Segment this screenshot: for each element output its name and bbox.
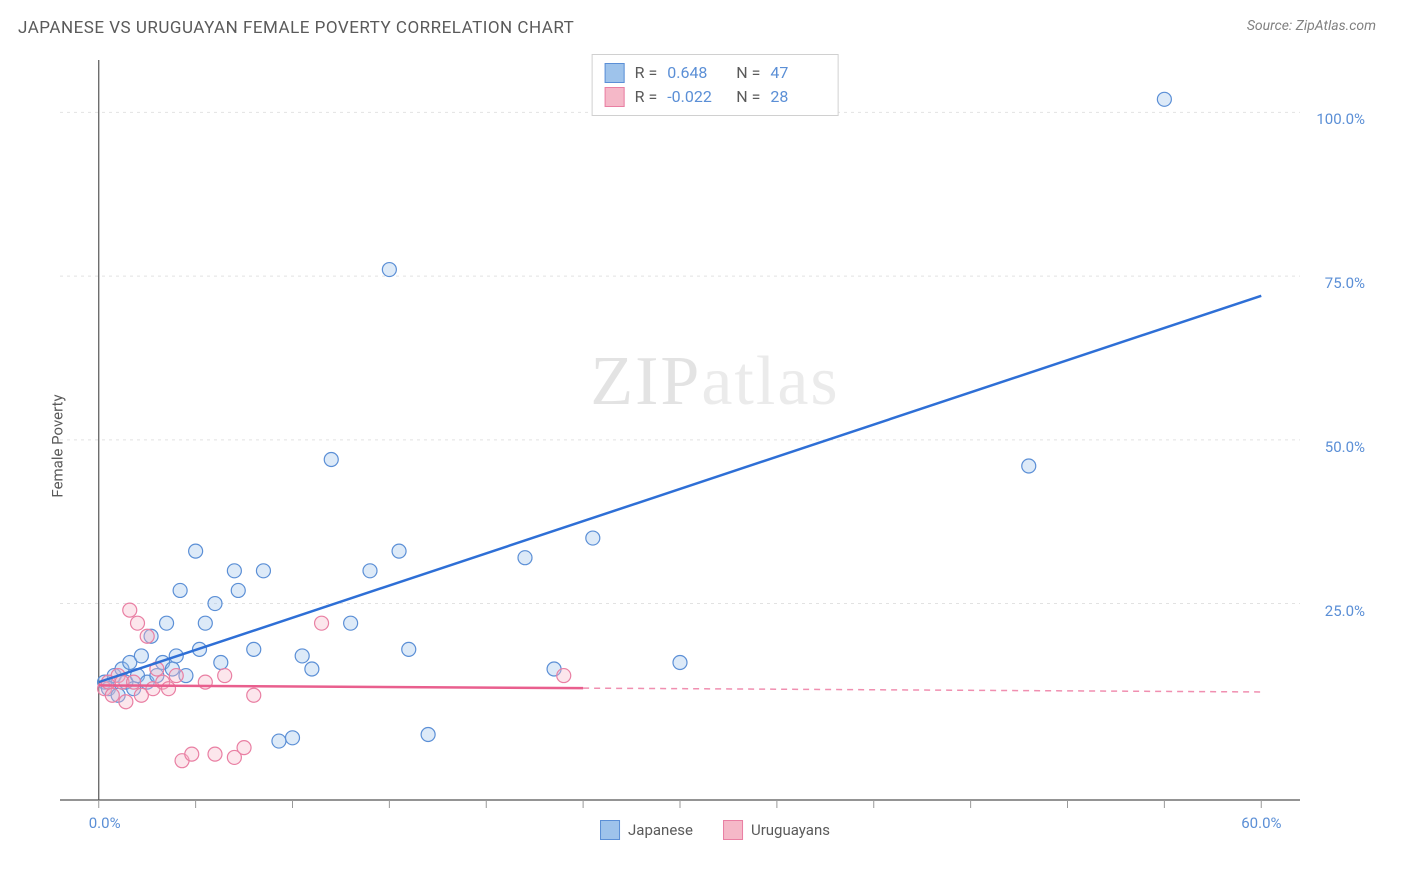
- n-label: N =: [732, 61, 760, 85]
- legend-swatch: [723, 820, 743, 840]
- y-tick-label: 25.0%: [1325, 602, 1365, 620]
- r-label: R =: [635, 61, 658, 85]
- r-value: 0.648: [667, 61, 722, 85]
- correlation-legend: R = 0.648 N = 47R = -0.022 N = 28: [592, 54, 839, 116]
- plot-area: ZIPatlas R = 0.648 N = 47R = -0.022 N = …: [50, 50, 1380, 840]
- source-attribution: Source: ZipAtlas.com: [1247, 18, 1376, 34]
- chart-title: JAPANESE VS URUGUAYAN FEMALE POVERTY COR…: [18, 18, 574, 38]
- legend-label: Uruguayans: [751, 821, 830, 839]
- legend-label: Japanese: [628, 821, 693, 839]
- chart-container: JAPANESE VS URUGUAYAN FEMALE POVERTY COR…: [0, 0, 1406, 892]
- x-tick-label: 0.0%: [89, 814, 121, 832]
- legend-item: Japanese: [600, 820, 693, 840]
- r-value: -0.022: [667, 85, 722, 109]
- legend-stat-row: R = -0.022 N = 28: [605, 85, 826, 109]
- scatter-chart: [50, 50, 1380, 840]
- legend-stat-row: R = 0.648 N = 47: [605, 61, 826, 85]
- y-tick-label: 100.0%: [1316, 110, 1365, 128]
- legend-swatch: [600, 820, 620, 840]
- n-value: 47: [770, 61, 825, 85]
- series-legend: Japanese Uruguayans: [600, 820, 830, 840]
- legend-swatch: [605, 87, 625, 107]
- n-value: 28: [770, 85, 825, 109]
- legend-swatch: [605, 63, 625, 83]
- y-tick-label: 75.0%: [1325, 274, 1365, 292]
- x-tick-label: 60.0%: [1241, 814, 1281, 832]
- y-tick-label: 50.0%: [1325, 438, 1365, 456]
- legend-item: Uruguayans: [723, 820, 830, 840]
- n-label: N =: [732, 85, 760, 109]
- r-label: R =: [635, 85, 658, 109]
